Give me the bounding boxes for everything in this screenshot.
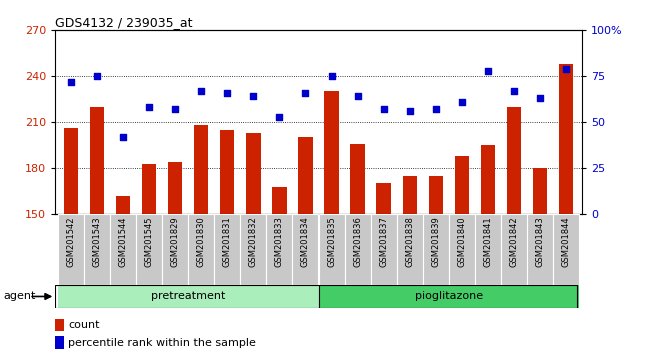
Bar <box>422 214 448 285</box>
Bar <box>220 130 235 214</box>
Point <box>483 68 493 73</box>
Bar <box>324 91 339 214</box>
Point <box>196 88 207 94</box>
Bar <box>168 162 182 214</box>
Bar <box>344 214 370 285</box>
Point <box>378 107 389 112</box>
Point <box>457 99 467 105</box>
Text: GSM201836: GSM201836 <box>353 216 362 267</box>
Bar <box>376 183 391 214</box>
Bar <box>136 214 162 285</box>
Point <box>222 90 233 96</box>
Text: GSM201833: GSM201833 <box>275 216 284 267</box>
Bar <box>527 214 553 285</box>
Text: GSM201840: GSM201840 <box>458 216 466 267</box>
Text: GSM201838: GSM201838 <box>405 216 414 267</box>
Text: pretreatment: pretreatment <box>151 291 226 302</box>
Bar <box>58 285 318 308</box>
Bar <box>455 156 469 214</box>
Bar <box>194 125 209 214</box>
Point <box>144 104 154 110</box>
Bar <box>84 214 110 285</box>
Point <box>404 108 415 114</box>
Bar <box>246 133 261 214</box>
Bar <box>240 214 266 285</box>
Point <box>535 95 545 101</box>
Text: GSM201832: GSM201832 <box>249 216 258 267</box>
Point <box>300 90 311 96</box>
Point <box>118 134 128 140</box>
Bar <box>266 214 292 285</box>
Bar <box>142 164 156 214</box>
Bar <box>55 336 64 349</box>
Text: GSM201844: GSM201844 <box>562 216 571 267</box>
Bar <box>214 214 240 285</box>
Bar <box>507 107 521 214</box>
Point <box>92 73 102 79</box>
Text: GSM201831: GSM201831 <box>223 216 232 267</box>
Text: agent: agent <box>3 291 36 302</box>
Bar <box>55 319 64 331</box>
Text: GDS4132 / 239035_at: GDS4132 / 239035_at <box>55 16 193 29</box>
Bar <box>396 214 422 285</box>
Point <box>509 88 519 94</box>
Bar <box>370 214 396 285</box>
Bar <box>272 187 287 214</box>
Point <box>561 66 571 72</box>
Point <box>170 107 180 112</box>
Text: GSM201835: GSM201835 <box>327 216 336 267</box>
Bar <box>318 285 579 308</box>
Text: GSM201837: GSM201837 <box>379 216 388 267</box>
Bar <box>318 214 344 285</box>
Bar <box>116 196 130 214</box>
Text: GSM201834: GSM201834 <box>301 216 310 267</box>
Text: percentile rank within the sample: percentile rank within the sample <box>68 338 256 348</box>
Bar <box>110 214 136 285</box>
Text: GSM201545: GSM201545 <box>144 216 153 267</box>
Point <box>274 114 285 119</box>
Text: GSM201542: GSM201542 <box>66 216 75 267</box>
Bar <box>428 176 443 214</box>
Point <box>66 79 76 85</box>
Bar <box>188 214 215 285</box>
Text: GSM201839: GSM201839 <box>432 216 440 267</box>
Text: GSM201829: GSM201829 <box>171 216 179 267</box>
Bar <box>162 214 188 285</box>
Text: GSM201841: GSM201841 <box>484 216 493 267</box>
Bar <box>64 128 78 214</box>
Point <box>248 93 259 99</box>
Point <box>352 93 363 99</box>
Bar <box>553 214 579 285</box>
Bar <box>298 137 313 214</box>
Bar <box>402 176 417 214</box>
Bar <box>350 144 365 214</box>
Bar <box>475 214 501 285</box>
Bar <box>58 214 84 285</box>
Text: GSM201843: GSM201843 <box>536 216 545 267</box>
Text: GSM201842: GSM201842 <box>510 216 519 267</box>
Bar <box>481 145 495 214</box>
Bar <box>90 107 104 214</box>
Text: GSM201544: GSM201544 <box>118 216 127 267</box>
Bar <box>448 214 475 285</box>
Bar <box>292 214 318 285</box>
Bar <box>559 64 573 214</box>
Text: pioglitazone: pioglitazone <box>415 291 483 302</box>
Text: count: count <box>68 320 100 330</box>
Bar <box>501 214 527 285</box>
Bar <box>533 168 547 214</box>
Text: GSM201543: GSM201543 <box>92 216 101 267</box>
Point <box>430 107 441 112</box>
Text: GSM201830: GSM201830 <box>197 216 205 267</box>
Point <box>326 73 337 79</box>
